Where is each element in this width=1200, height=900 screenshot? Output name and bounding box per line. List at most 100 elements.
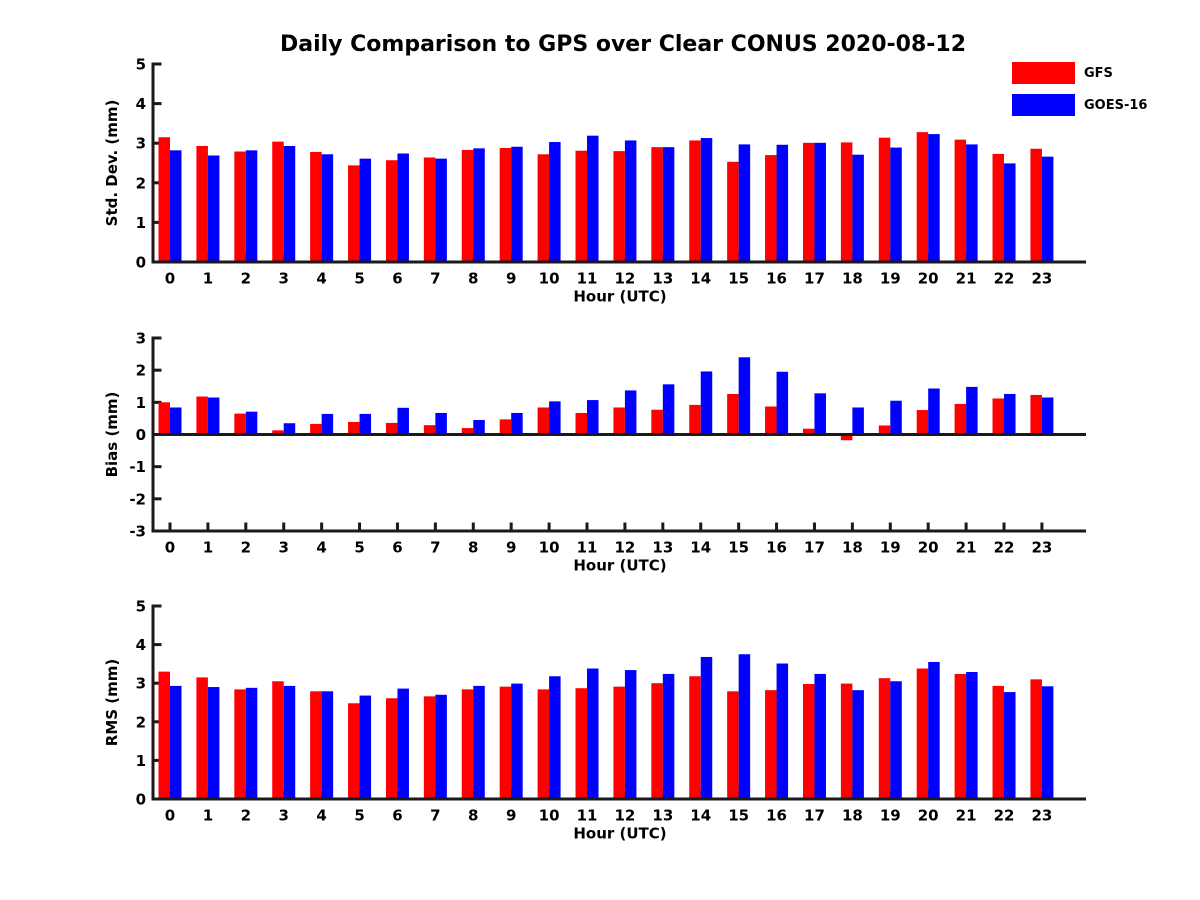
bar-goes-16-hour-2 (245, 411, 258, 435)
bar-goes-16-hour-8 (473, 420, 485, 435)
bar-goes-16-hour-14 (700, 371, 713, 435)
bar-gfs-hour-7 (423, 696, 436, 799)
bar-goes-16-hour-6 (397, 153, 409, 262)
bar-gfs-hour-22 (992, 398, 1005, 435)
bar-goes-16-hour-1 (207, 397, 220, 435)
bar-goes-16-hour-0 (170, 685, 182, 799)
x-tick-label: 0 (165, 270, 175, 288)
bar-goes-16-hour-8 (473, 685, 485, 799)
bar-gfs-hour-19 (878, 137, 891, 262)
x-tick-label: 2 (241, 539, 251, 557)
x-tick-label: 3 (279, 807, 289, 825)
x-tick-label: 4 (316, 270, 326, 288)
bar-gfs-hour-18 (840, 434, 853, 441)
bar-goes-16-hour-23 (1041, 686, 1054, 799)
bar-gfs-hour-23 (1030, 148, 1042, 262)
y-tick-label: 0 (136, 254, 146, 272)
bar-gfs-hour-16 (765, 155, 777, 262)
x-tick-label: 10 (539, 807, 560, 825)
x-tick-label: 18 (842, 807, 863, 825)
x-tick-label: 21 (956, 807, 977, 825)
bar-gfs-hour-17 (802, 683, 815, 799)
x-tick-label: 23 (1031, 539, 1052, 557)
bar-gfs-hour-1 (196, 677, 208, 799)
bar-goes-16-hour-21 (966, 672, 978, 799)
y-tick-label: 4 (136, 95, 146, 113)
x-tick-label: 11 (577, 807, 598, 825)
bar-goes-16-hour-20 (928, 134, 940, 262)
bar-gfs-hour-2 (234, 689, 246, 799)
x-tick-label: 13 (652, 270, 673, 288)
legend-label-gfs: GFS (1084, 65, 1113, 81)
bar-goes-16-hour-9 (511, 683, 523, 799)
y-tick-label: 2 (136, 362, 146, 380)
y-tick-label: 3 (136, 135, 146, 153)
bar-gfs-hour-21 (954, 673, 967, 799)
x-tick-label: 16 (766, 807, 787, 825)
bar-goes-16-hour-16 (776, 144, 789, 262)
bar-goes-16-hour-3 (283, 423, 296, 435)
bar-goes-16-hour-23 (1041, 397, 1054, 435)
bar-goes-16-hour-16 (776, 371, 789, 435)
x-tick-label: 20 (918, 270, 939, 288)
bar-goes-16-hour-9 (511, 146, 523, 262)
bar-gfs-hour-3 (272, 681, 284, 799)
bar-gfs-hour-2 (234, 413, 246, 435)
bar-goes-16-hour-2 (245, 687, 258, 799)
x-tick-label: 12 (614, 270, 635, 288)
x-tick-label: 0 (165, 807, 175, 825)
bar-goes-16-hour-7 (435, 694, 447, 799)
legend-label-goes16: GOES-16 (1084, 97, 1148, 113)
bar-gfs-hour-20 (916, 668, 929, 799)
x-tick-label: 8 (468, 270, 478, 288)
bar-gfs-hour-8 (461, 689, 474, 799)
bar-gfs-hour-20 (916, 132, 929, 262)
bar-gfs-hour-16 (765, 690, 777, 799)
bar-goes-16-hour-11 (587, 668, 599, 799)
bar-goes-16-hour-2 (245, 150, 258, 262)
x-tick-label: 7 (430, 270, 440, 288)
bar-gfs-hour-23 (1030, 679, 1042, 799)
bar-gfs-hour-10 (537, 407, 550, 435)
x-tick-label: 7 (430, 539, 440, 557)
x-tick-label: 14 (690, 807, 711, 825)
y-axis-label: RMS (mm) (103, 659, 121, 746)
bar-gfs-hour-1 (196, 396, 208, 435)
x-tick-label: 23 (1031, 270, 1052, 288)
x-tick-label: 11 (577, 539, 598, 557)
y-axis-label: Std. Dev. (mm) (103, 100, 121, 227)
x-tick-label: 14 (690, 270, 711, 288)
x-tick-label: 3 (279, 270, 289, 288)
x-tick-label: 5 (354, 539, 364, 557)
bar-gfs-hour-12 (613, 407, 625, 435)
bar-gfs-hour-19 (878, 425, 891, 435)
bar-gfs-hour-9 (499, 147, 512, 262)
x-tick-label: 2 (241, 270, 251, 288)
x-tick-label: 2 (241, 807, 251, 825)
bar-gfs-hour-6 (385, 422, 398, 435)
bar-goes-16-hour-14 (700, 656, 713, 799)
bar-goes-16-hour-21 (966, 144, 978, 262)
bar-goes-16-hour-12 (624, 390, 637, 435)
x-tick-label: 20 (918, 539, 939, 557)
bar-goes-16-hour-15 (738, 144, 751, 262)
x-tick-label: 23 (1031, 807, 1052, 825)
bar-gfs-hour-12 (613, 151, 625, 262)
bar-gfs-hour-9 (499, 686, 512, 799)
y-tick-label: -3 (129, 523, 146, 541)
x-tick-label: 6 (392, 270, 402, 288)
bar-goes-16-hour-1 (207, 155, 220, 262)
x-tick-label: 1 (203, 807, 213, 825)
bar-gfs-hour-13 (651, 683, 663, 799)
bar-goes-16-hour-10 (549, 142, 561, 262)
bar-gfs-hour-18 (840, 142, 853, 262)
bar-gfs-hour-13 (651, 409, 663, 435)
bar-gfs-hour-5 (348, 421, 360, 435)
bar-gfs-hour-11 (575, 150, 588, 262)
x-tick-label: 6 (392, 539, 402, 557)
x-tick-label: 17 (804, 539, 825, 557)
bar-goes-16-hour-5 (359, 695, 372, 799)
bar-goes-16-hour-4 (321, 691, 334, 799)
x-tick-label: 12 (614, 807, 635, 825)
x-tick-label: 13 (652, 807, 673, 825)
